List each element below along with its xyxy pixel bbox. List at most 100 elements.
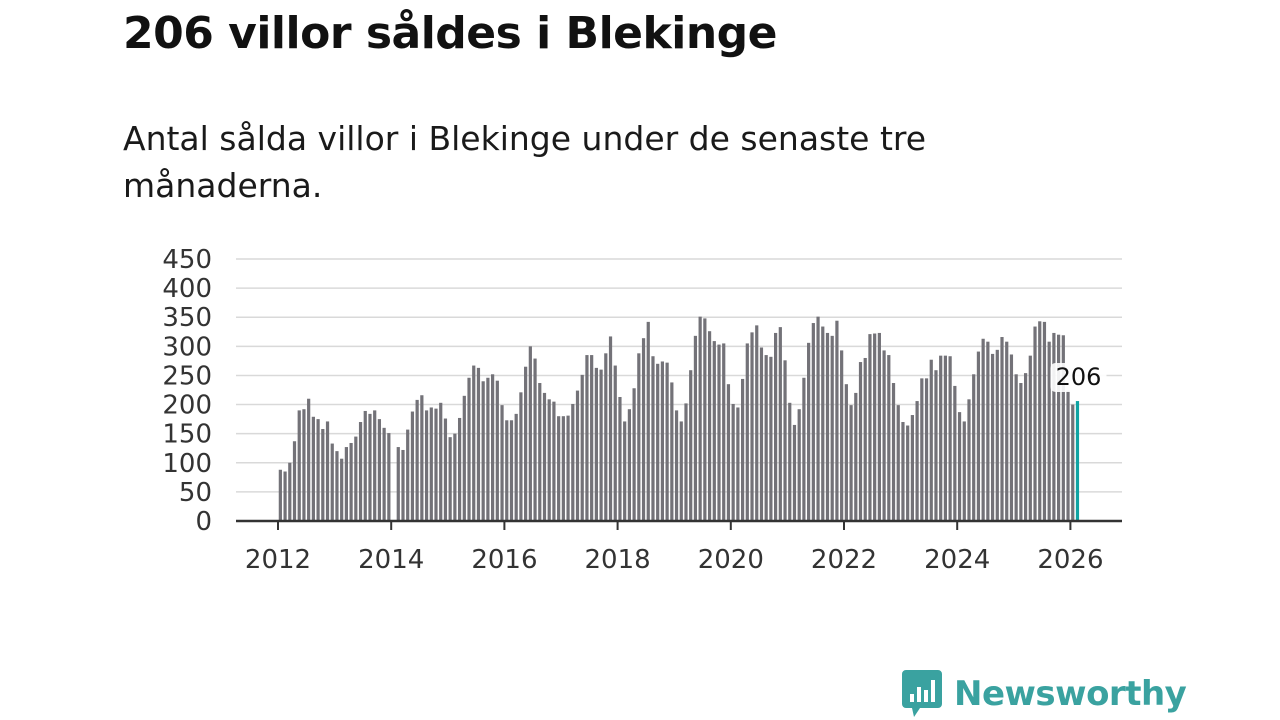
bar [641,338,646,521]
bar [698,316,702,521]
bar [476,367,481,521]
bar [443,418,448,521]
bar [962,421,966,521]
bar [344,447,348,521]
bar [868,334,872,521]
bar [707,331,712,521]
bar [929,359,933,521]
chart-title: 206 villor såldes i Blekinge [123,8,778,59]
bar [448,437,452,521]
bar [1042,321,1047,521]
bar [566,415,570,521]
bar [797,409,801,521]
bar [283,471,287,521]
bar [406,429,410,521]
bar [302,409,306,521]
bar [1047,341,1051,521]
bar [759,347,764,521]
bar [736,407,740,521]
y-tick-label: 250 [162,361,212,391]
bar [297,410,301,521]
bar [976,351,981,521]
y-tick-label: 350 [162,303,212,333]
newsworthy-logo[interactable]: Newsworthy [902,670,1187,718]
bar [528,346,532,521]
bar [396,447,400,521]
bar [1038,321,1042,521]
bar [957,412,962,521]
bar [316,419,320,521]
bar [703,318,707,521]
bar [637,353,641,521]
bar [693,335,698,521]
bar [689,370,693,521]
bar [712,341,716,521]
bar [854,392,858,521]
bar [660,361,665,521]
bar [538,383,542,521]
bar [495,380,499,521]
bar [509,420,514,521]
y-tick-label: 0 [195,507,212,537]
annotation-bg [1050,363,1107,392]
bar [599,369,603,521]
bar [533,358,537,521]
bar [429,407,433,521]
bar [1009,354,1014,521]
bar [354,436,358,521]
bar [368,413,372,521]
bar [981,338,985,521]
bar [1057,334,1061,521]
y-tick-label: 150 [162,420,212,450]
bar [604,353,608,521]
bar [896,405,900,521]
bar [953,385,957,521]
bar [783,360,787,521]
y-tick-label: 400 [162,274,212,304]
bar [542,392,547,521]
bar [764,355,768,521]
bar [1033,326,1037,521]
bar [825,332,830,521]
bar [1071,404,1075,521]
bar [552,401,556,521]
bar [821,326,825,521]
x-tick-label: 2018 [585,545,651,575]
bar [618,396,622,521]
bar [358,422,363,521]
bar [811,323,815,521]
bar [943,355,948,521]
bar [462,395,466,521]
bar [325,421,330,521]
bar [740,378,745,521]
bar [439,402,443,521]
y-tick-label: 100 [162,449,212,479]
bar [575,390,580,521]
bar [524,366,528,521]
bar [434,408,438,521]
bar [363,410,367,521]
x-tick-label: 2014 [358,545,424,575]
bar [1019,383,1023,521]
bar [594,367,598,521]
bar [745,343,749,521]
bar [858,362,863,521]
bar [684,403,688,521]
bar [486,377,490,521]
bar [288,462,292,521]
bar [915,401,919,521]
bar [844,384,848,521]
bar [835,320,839,521]
x-tick-label: 2020 [698,545,764,575]
bar [557,416,561,521]
bar [561,416,565,521]
bar [877,332,881,521]
bar [924,378,929,521]
bar [1014,374,1018,521]
bar [321,429,325,521]
bar [792,424,797,521]
bar [613,365,617,521]
chart-subtitle: Antal sålda villor i Blekinge under de s… [123,119,927,205]
bar [939,355,943,521]
